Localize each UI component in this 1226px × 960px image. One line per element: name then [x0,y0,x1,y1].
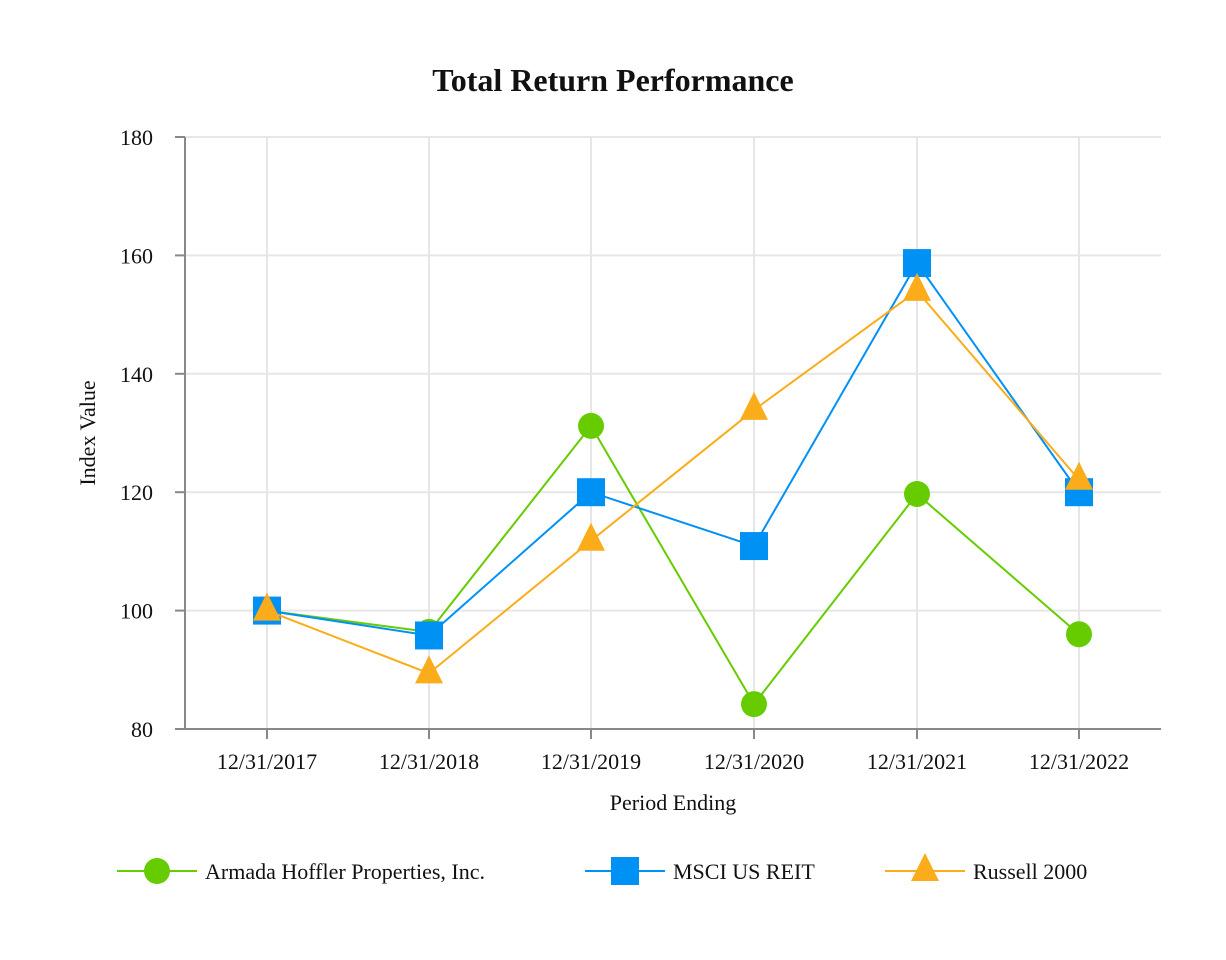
data-point [740,391,768,420]
data-point [577,478,605,507]
x-tick-label: 12/31/2022 [1029,749,1129,774]
series-circle [254,412,1092,718]
legend-marker-circle [144,858,170,884]
legend-label: Armada Hoffler Properties, Inc. [205,859,485,884]
y-tick-label: 100 [120,599,153,624]
data-point [904,480,930,507]
series-square [253,249,1093,650]
data-point [1066,621,1092,648]
data-point [253,592,281,621]
series-triangle [253,272,1093,684]
x-tick-label: 12/31/2019 [541,749,641,774]
grid [185,136,1161,729]
chart-title: Total Return Performance [432,62,793,98]
y-tick-label: 140 [120,362,153,387]
x-tick-label: 12/31/2020 [704,749,804,774]
x-axis-label: Period Ending [610,790,737,815]
series-line [266,424,1080,706]
series-line [266,261,1080,637]
x-tick-label: 12/31/2021 [867,749,967,774]
data-point [415,655,443,684]
series-line [266,289,1080,675]
data-point [578,412,604,439]
data-point [740,532,768,561]
data-point [1065,461,1093,490]
data-point [577,522,605,551]
data-point [903,249,931,278]
y-tick-label: 160 [120,243,153,268]
legend: Armada Hoffler Properties, Inc. MSCI US R… [117,853,1087,885]
x-tick-label: 12/31/2017 [217,749,317,774]
legend-label: Russell 2000 [973,859,1087,884]
data-point [741,691,767,718]
legend-marker-square [611,857,639,885]
y-tick-label: 80 [131,717,153,742]
data-point [903,272,931,301]
x-tick-label: 12/31/2018 [379,749,479,774]
legend-label: MSCI US REIT [673,859,815,884]
axes: 80 100 120 140 160 180 12/31/2017 12/31/2018 12/… [120,125,1161,774]
legend-marker-triangle [911,853,939,881]
y-axis-label: Index Value [75,380,100,485]
y-tick-label: 120 [120,480,153,505]
y-tick-label: 180 [120,125,153,150]
series-layer [253,249,1093,718]
data-point [415,621,443,650]
